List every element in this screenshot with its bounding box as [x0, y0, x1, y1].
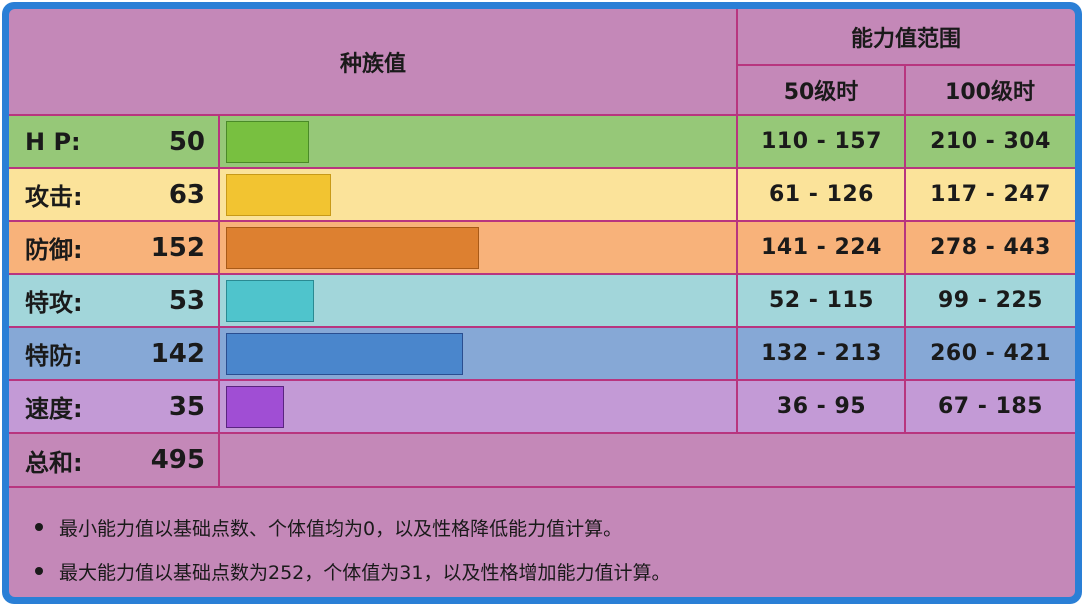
grid-line — [904, 65, 906, 433]
stat-label-cell: 防御: 152 — [9, 221, 219, 274]
range-level-100: 278 - 443 — [930, 235, 1051, 260]
range-level-50: 132 - 213 — [761, 341, 882, 366]
stat-bar — [226, 226, 479, 269]
note-min: 最小能力值以基础点数、个体值均为0，以及性格降低能力值计算。 — [59, 517, 623, 540]
stat-row: H P: 50 110 - 157 210 - 304 — [9, 115, 1075, 168]
note-item: 最大能力值以基础点数为252，个体值为31，以及性格增加能力值计算。 — [31, 549, 1075, 593]
level-50-header: 50级时 — [783, 80, 859, 105]
stat-row: 特防: 142 132 - 213 260 - 421 — [9, 327, 1075, 380]
bullet-icon — [35, 567, 43, 575]
level-100-header: 100级时 — [945, 80, 1035, 105]
range-level-50: 61 - 126 — [769, 182, 874, 207]
stat-label-cell: H P: 50 — [9, 115, 219, 168]
stat-bar-track — [221, 168, 735, 221]
stat-bar — [226, 332, 463, 375]
stat-value: 142 — [150, 338, 205, 369]
base-stats-header: 种族值 — [339, 52, 406, 77]
stat-label-cell: 特攻: 53 — [9, 274, 219, 327]
range-level-100: 117 - 247 — [930, 182, 1051, 207]
stat-value: 63 — [168, 179, 205, 210]
stat-value: 50 — [168, 126, 205, 157]
bullet-icon — [35, 523, 43, 531]
base-stats-table: 种族值 能力值范围 50级时 100级时 H P: 50 110 - 157 210 … — [9, 9, 1075, 597]
stat-name: 速度: — [25, 395, 83, 423]
range-level-100: 99 - 225 — [938, 288, 1043, 313]
stat-name: 攻击: — [25, 183, 83, 211]
grid-line — [737, 64, 1075, 66]
stat-bar — [226, 120, 309, 163]
range-level-50: 110 - 157 — [761, 129, 882, 154]
stat-value: 53 — [168, 285, 205, 316]
grid-line — [218, 115, 220, 487]
grid-line — [9, 326, 1075, 328]
stat-range-header: 能力值范围 — [850, 27, 961, 52]
range-level-100: 67 - 185 — [938, 394, 1043, 419]
total-label: 总和: — [25, 448, 83, 477]
note-max: 最大能力值以基础点数为252，个体值为31，以及性格增加能力值计算。 — [59, 561, 671, 584]
stat-label-cell: 特防: 142 — [9, 327, 219, 380]
stat-name: 防御: — [25, 236, 83, 264]
stat-bar — [226, 173, 331, 216]
stat-bar-track — [221, 327, 735, 380]
total-value: 495 — [150, 445, 205, 475]
grid-line — [9, 273, 1075, 275]
grid-line — [9, 432, 1075, 434]
stat-bar-track — [221, 221, 735, 274]
notes-section: 最小能力值以基础点数、个体值均为0，以及性格降低能力值计算。 最大能力值以基础点… — [9, 487, 1075, 597]
stat-value: 152 — [150, 232, 205, 263]
stat-name: H P: — [25, 127, 81, 156]
stat-row: 攻击: 63 61 - 126 117 - 247 — [9, 168, 1075, 221]
grid-line — [9, 379, 1075, 381]
range-level-50: 36 - 95 — [776, 394, 867, 419]
note-item: 最小能力值以基础点数、个体值均为0，以及性格降低能力值计算。 — [31, 505, 1075, 549]
stat-value: 35 — [168, 391, 205, 422]
range-level-50: 52 - 115 — [769, 288, 874, 313]
range-level-100: 210 - 304 — [930, 129, 1051, 154]
stat-label-cell: 速度: 35 — [9, 380, 219, 433]
grid-line — [9, 167, 1075, 169]
grid-line — [9, 114, 1075, 116]
stat-bar-track — [221, 115, 735, 168]
total-label-cell: 总和: 495 — [9, 433, 219, 487]
stat-bar — [226, 385, 284, 428]
stat-bar-track — [221, 274, 735, 327]
stat-label-cell: 攻击: 63 — [9, 168, 219, 221]
range-level-50: 141 - 224 — [761, 235, 882, 260]
grid-line — [9, 220, 1075, 222]
stat-name: 特攻: — [25, 289, 83, 317]
stat-bar-track — [221, 380, 735, 433]
stat-row: 速度: 35 36 - 95 67 - 185 — [9, 380, 1075, 433]
range-level-100: 260 - 421 — [930, 341, 1051, 366]
stat-bar — [226, 279, 314, 322]
grid-line — [9, 486, 1075, 488]
stat-row: 特攻: 53 52 - 115 99 - 225 — [9, 274, 1075, 327]
stat-name: 特防: — [25, 342, 83, 370]
stat-row: 防御: 152 141 - 224 278 - 443 — [9, 221, 1075, 274]
